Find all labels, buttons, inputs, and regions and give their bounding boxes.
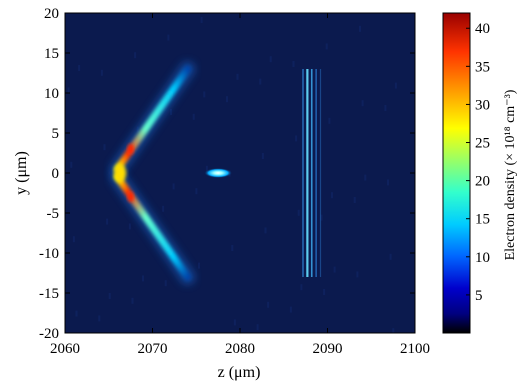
background-noise	[300, 284, 303, 291]
background-noise	[75, 310, 78, 317]
background-noise	[108, 293, 111, 299]
colorbar-tick-label: 40	[475, 21, 490, 37]
background-noise	[295, 135, 298, 142]
x-tick-label: 2060	[50, 341, 80, 357]
background-noise	[261, 153, 264, 159]
y-axis-label: y (μm)	[13, 151, 30, 195]
background-noise	[142, 275, 144, 282]
x-axis-label: z (μm)	[218, 364, 261, 381]
x-axis: 2060 2070 2080 2090 2100	[50, 13, 430, 357]
background-noise	[164, 280, 167, 287]
background-noise	[131, 297, 134, 304]
background-noise	[320, 214, 323, 221]
y-tick-label: 20	[44, 6, 59, 22]
background-noise	[359, 25, 361, 32]
background-noise	[392, 328, 395, 333]
background-noise	[172, 183, 175, 190]
background-noise	[356, 271, 359, 278]
background-noise	[325, 43, 328, 50]
background-noise	[106, 218, 109, 225]
colorbar	[442, 12, 471, 334]
electron-bunch	[204, 168, 233, 178]
colorbar-tick-label: 30	[475, 97, 490, 113]
background-noise	[333, 266, 336, 273]
background-noise	[292, 61, 295, 67]
heatmap-area	[65, 13, 415, 339]
background-noise	[65, 333, 67, 339]
colorbar-tick-label: 25	[475, 136, 490, 152]
background-noise	[98, 315, 101, 322]
background-noise	[236, 73, 239, 80]
background-noise	[259, 78, 262, 85]
background-noise	[384, 105, 387, 111]
colorbar-tick-label: 20	[475, 174, 490, 190]
background-noise	[323, 289, 326, 295]
x-tick-label: 2100	[400, 341, 430, 357]
x-tick-label: 2090	[313, 341, 343, 357]
background-noise	[269, 56, 272, 63]
y-tick-label: 0	[52, 166, 60, 182]
background-noise	[231, 245, 234, 251]
background-noise	[70, 161, 73, 168]
background-noise	[267, 301, 270, 308]
wake-tip	[114, 164, 127, 182]
colorbar-tick-label: 35	[475, 59, 490, 75]
background-noise	[328, 117, 331, 124]
x-tick-label: 2070	[138, 341, 168, 357]
background-noise	[205, 165, 208, 172]
y-tick-label: -5	[47, 206, 60, 222]
y-axis: 20 15 10 5 0 -5 -10 -15 -20	[39, 6, 415, 342]
colorbar-tick-label: 15	[475, 212, 490, 228]
x-tick-label: 2080	[225, 341, 255, 357]
background-noise	[200, 17, 203, 23]
background-noise	[170, 109, 172, 115]
background-noise	[192, 113, 195, 120]
colorbar-ticks: 40 35 30 25 20 15 10 5	[466, 21, 490, 304]
background-noise	[353, 197, 356, 203]
y-tick-label: 10	[44, 86, 59, 102]
background-noise	[203, 91, 206, 98]
background-noise	[394, 82, 397, 89]
y-tick-label: -10	[39, 246, 59, 262]
colorbar-tick-label: 5	[475, 288, 483, 304]
background-noise	[167, 34, 170, 41]
background-noise	[162, 205, 165, 212]
background-noise	[128, 223, 131, 230]
y-tick-label: -20	[39, 326, 59, 342]
background-noise	[297, 209, 300, 216]
colorbar-label: Electron density (× 10¹⁸ cm⁻³)	[503, 89, 518, 260]
background-noise	[264, 227, 267, 234]
background-noise	[78, 65, 81, 71]
background-noise	[364, 174, 367, 181]
background-noise	[103, 144, 106, 151]
wake-hotspot-upper	[127, 144, 134, 154]
background-noise	[67, 87, 70, 94]
y-tick-label: 5	[52, 126, 60, 142]
background-noise	[100, 69, 103, 76]
background-noise	[226, 96, 228, 103]
y-tick-label: 15	[44, 46, 59, 62]
background-noise	[387, 179, 389, 186]
background-noise	[198, 262, 200, 269]
background-noise	[233, 319, 236, 326]
y-tick-label: -15	[39, 286, 59, 302]
background-noise	[389, 253, 392, 260]
background-noise	[134, 52, 137, 59]
background-noise	[331, 192, 333, 199]
background-noise	[72, 236, 75, 243]
background-noise	[289, 306, 292, 313]
background-noise	[361, 100, 364, 107]
background-noise	[195, 188, 198, 195]
colorbar-tick-label: 10	[475, 250, 490, 266]
wake-hotspot-lower	[127, 192, 134, 202]
background-noise	[256, 324, 259, 331]
